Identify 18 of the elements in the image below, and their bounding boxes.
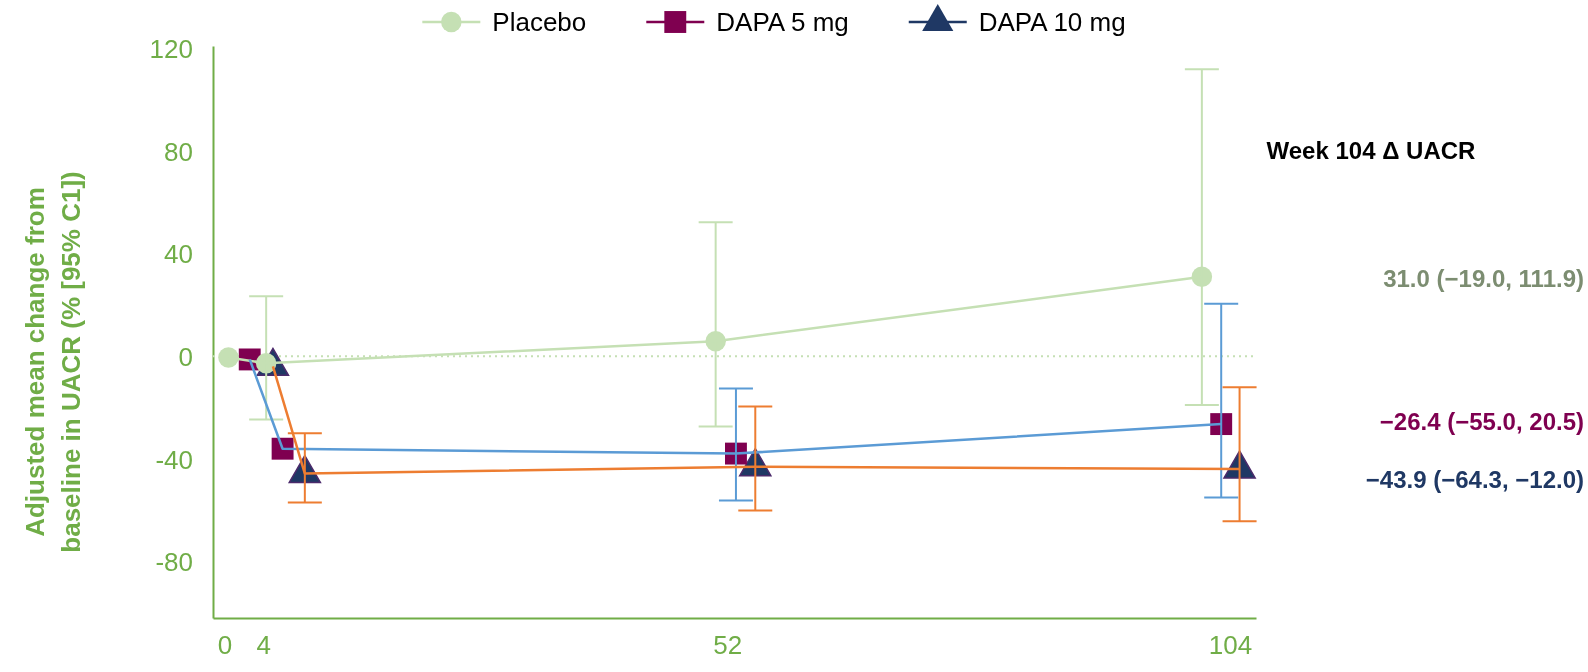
y-tick-label: -80 (155, 547, 193, 578)
legend-label: DAPA 5 mg (716, 7, 849, 38)
legend-label: DAPA 10 mg (978, 7, 1126, 38)
x-tick-label: 4 (256, 630, 271, 661)
x-tick-label: 104 (1208, 630, 1253, 661)
y-tick-label: 80 (164, 136, 193, 167)
text: 31.0 (−19.0, 111.9) (1383, 265, 1584, 293)
y-tick-label: 0 (178, 341, 193, 372)
text: −43.9 (−64.3, −12.0) (1365, 466, 1584, 494)
text: −26.4 (−55.0, 20.5) (1379, 408, 1584, 436)
y-axis-title: Adjusted mean change from baseline in UACR (% [95% C1]) (20, 171, 86, 553)
x-tick-label: 52 (713, 630, 743, 661)
y-tick-label: 120 (149, 34, 193, 65)
text: Week 104 Δ UACR (1266, 137, 1476, 164)
y-tick-label: 40 (164, 239, 193, 270)
x-tick-label: 0 (217, 630, 233, 661)
legend-label: Placebo (492, 7, 587, 38)
y-tick-label: -40 (155, 444, 193, 475)
